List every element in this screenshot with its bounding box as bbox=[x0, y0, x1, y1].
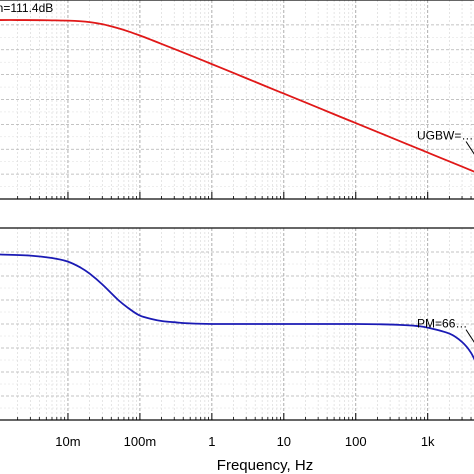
magnitude-annotations: Gain=111.4dB UGBW=… bbox=[0, 1, 474, 155]
magnitude-series-line bbox=[0, 19, 474, 173]
phase-panel: PM=66… bbox=[0, 227, 474, 421]
annotation-pointer bbox=[465, 141, 474, 155]
magnitude-frame bbox=[0, 0, 474, 200]
annotation-label: PM=66… bbox=[417, 317, 467, 331]
annotation-label: UGBW=… bbox=[417, 129, 473, 143]
annotation-pointer bbox=[465, 329, 474, 343]
phase-frame bbox=[0, 227, 474, 421]
phase-major-grid bbox=[0, 228, 474, 420]
x-tick-label: 1 bbox=[208, 434, 215, 449]
magnitude-major-grid bbox=[0, 0, 474, 199]
phase-tick-marks bbox=[17, 413, 472, 420]
x-tick-label: 10 bbox=[277, 434, 291, 449]
x-tick-labels: 10m 100m 1 10 100 1k bbox=[55, 434, 435, 449]
annotation-label: Gain=111.4dB bbox=[0, 1, 53, 15]
phase-series-line bbox=[0, 253, 474, 361]
x-tick-label: 100m bbox=[124, 434, 157, 449]
x-tick-label: 100 bbox=[345, 434, 367, 449]
magnitude-panel: Gain=111.4dB UGBW=… bbox=[0, 0, 474, 200]
x-tick-label: 1k bbox=[421, 434, 435, 449]
phase-annotations: PM=66… bbox=[417, 317, 474, 343]
x-tick-label: 10m bbox=[55, 434, 80, 449]
x-axis-label: Frequency, Hz bbox=[217, 457, 313, 474]
magnitude-minor-grid bbox=[0, 0, 474, 199]
magnitude-tick-marks bbox=[17, 192, 472, 199]
